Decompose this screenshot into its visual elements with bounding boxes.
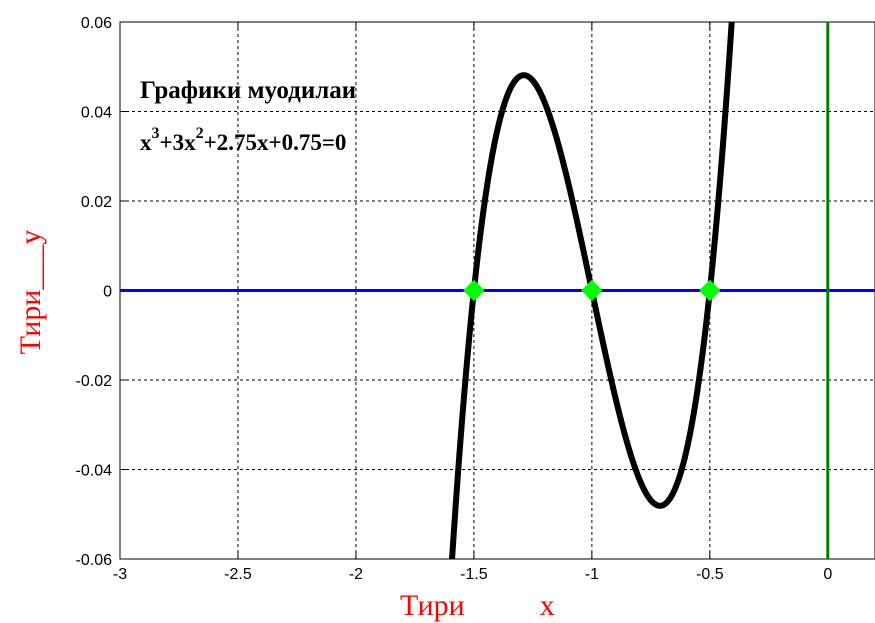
root-marker [699,279,721,302]
x-axis-label: Тири x [400,589,555,622]
y-tick-label: -0.06 [76,552,113,569]
y-tick-label: -0.02 [76,373,113,390]
x-tick-label: -0.5 [696,566,724,583]
x-tick-label: -1.5 [460,566,488,583]
roots-layer [463,279,721,302]
equation-part-b: +3x [160,130,197,155]
equation-part-a: x [140,130,152,155]
root-marker [581,279,603,302]
equation-sup-b: 2 [196,125,204,142]
y-axis-label: Тири___y [14,230,47,355]
x-tick-label: -1 [585,566,599,583]
y-tick-label: -0.04 [76,463,113,480]
annotation-equation: x3+3x2+2.75x+0.75=0 [140,125,346,155]
x-tick-label: -3 [113,566,127,583]
x-tick-label: -2 [349,566,363,583]
y-tick-label: 0.06 [81,15,112,32]
x-tick-label: -2.5 [224,566,252,583]
equation-sup-a: 3 [152,125,160,142]
y-tick-label: 0.04 [81,105,112,122]
equation-part-c: +2.75x+0.75=0 [204,130,347,155]
y-tick-label: 0 [103,284,112,301]
x-tick-label: 0 [823,566,832,583]
annotation-title: Графики муодилаи [140,77,356,104]
y-tick-label: 0.02 [81,194,112,211]
root-marker [463,279,485,302]
tick-labels: -3 -2.5 -2 -1.5 -1 -0.5 0 -0.06 -0.04 -0.02 0 0.02 0… [76,15,833,583]
